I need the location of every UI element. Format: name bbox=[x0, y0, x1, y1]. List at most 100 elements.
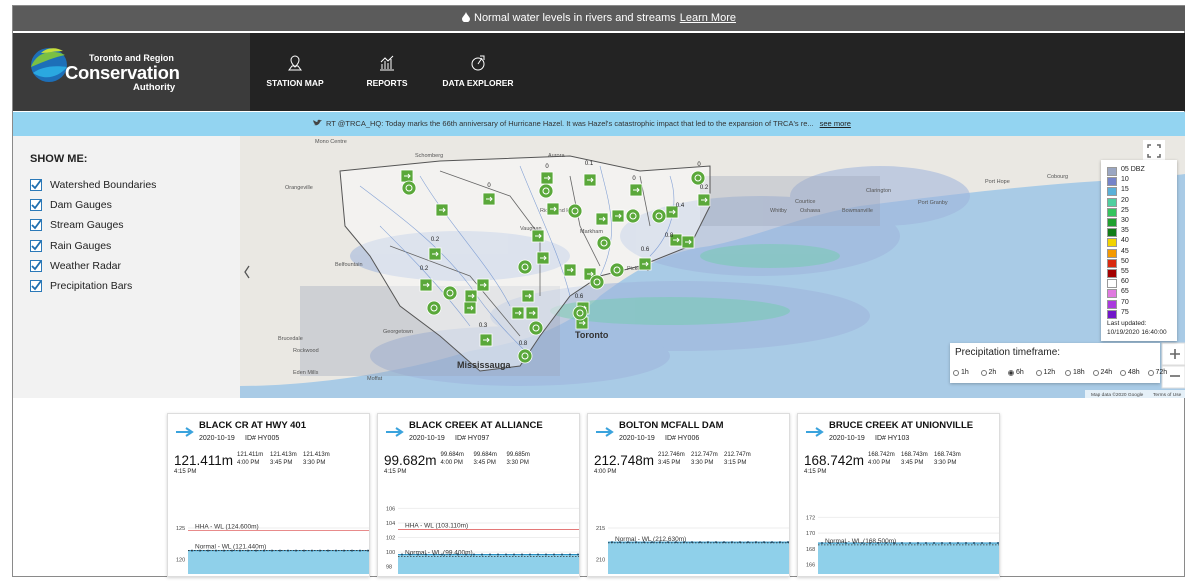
option-row[interactable]: Watershed Boundaries bbox=[30, 179, 156, 191]
gauge-marker[interactable] bbox=[629, 183, 643, 197]
precip-option[interactable]: 2h bbox=[980, 369, 996, 376]
history-time: 3:45 PM bbox=[270, 460, 293, 466]
y-tick-label: 104 bbox=[386, 521, 395, 527]
precip-option[interactable]: 18h bbox=[1065, 369, 1085, 376]
gauge-marker[interactable] bbox=[538, 183, 554, 199]
rain-gauge-icon bbox=[572, 305, 588, 321]
nav-label: REPORTS bbox=[366, 78, 408, 88]
history-level: 168.742m bbox=[868, 452, 895, 458]
nav-label: STATION MAP bbox=[266, 78, 324, 88]
gauge-marker[interactable] bbox=[609, 262, 625, 278]
gauge-marker[interactable] bbox=[464, 289, 478, 303]
place-label: Vaughan bbox=[520, 226, 542, 232]
gauge-marker[interactable] bbox=[690, 170, 706, 186]
reading-dot bbox=[465, 553, 467, 556]
gauge-marker[interactable] bbox=[400, 169, 414, 183]
gauge-marker[interactable] bbox=[638, 257, 652, 271]
nav-station-map[interactable]: STATION MAP bbox=[255, 55, 335, 88]
learn-more-link[interactable]: Learn More bbox=[679, 12, 736, 24]
gauge-marker[interactable] bbox=[401, 180, 417, 196]
precip-option[interactable]: 1h bbox=[953, 369, 969, 376]
gauge-marker[interactable] bbox=[596, 235, 612, 251]
gauge-marker[interactable] bbox=[426, 300, 442, 316]
rain-gauge-icon bbox=[651, 208, 667, 224]
zoom-button[interactable] bbox=[1161, 365, 1185, 389]
gauge-marker[interactable] bbox=[476, 278, 490, 292]
history-level: 212.746m bbox=[658, 452, 685, 458]
option-row[interactable]: Precipitation Bars bbox=[30, 280, 132, 292]
gauge-marker[interactable] bbox=[479, 333, 493, 347]
reading-dot bbox=[521, 553, 523, 556]
stream-gauge-arrow bbox=[540, 255, 547, 261]
gauge-marker[interactable] bbox=[536, 251, 550, 265]
gauge-marker[interactable] bbox=[583, 173, 597, 187]
rain-amount-label: 0.3 bbox=[479, 323, 488, 329]
gauge-marker[interactable] bbox=[665, 205, 679, 219]
option-row[interactable]: Dam Gauges bbox=[30, 199, 112, 212]
station-card[interactable]: BLACK CREEK AT ALLIANCE 2020-10-19 ID# HY0… bbox=[377, 413, 580, 577]
gauge-marker[interactable] bbox=[651, 208, 667, 224]
gauge-marker[interactable] bbox=[442, 285, 458, 301]
gauge-marker[interactable] bbox=[540, 171, 554, 185]
station-id: ID# HY006 bbox=[665, 435, 700, 442]
zoom-button[interactable] bbox=[1161, 342, 1185, 366]
rain-gauge-sun bbox=[542, 187, 550, 195]
gauge-marker[interactable] bbox=[563, 263, 577, 277]
rain-amount-label: 0.6 bbox=[641, 247, 650, 253]
gauge-marker[interactable] bbox=[517, 259, 533, 275]
gauge-marker[interactable] bbox=[589, 274, 605, 290]
gauge-marker[interactable] bbox=[482, 192, 496, 206]
gauge-marker[interactable] bbox=[567, 203, 583, 219]
precip-option[interactable]: 72h bbox=[1147, 369, 1167, 376]
gauge-marker[interactable] bbox=[511, 306, 525, 320]
stream-gauge-arrow bbox=[480, 282, 487, 288]
station-card[interactable]: BLACK CR AT HWY 401 2020-10-19 ID# HY005 12… bbox=[167, 413, 370, 577]
gauge-marker[interactable] bbox=[517, 348, 533, 364]
history-level: 212.747m bbox=[691, 452, 718, 458]
precip-option[interactable]: 6h bbox=[1008, 369, 1024, 376]
precip-option[interactable]: 12h bbox=[1035, 369, 1055, 376]
gauge-marker[interactable] bbox=[428, 247, 442, 261]
gauge-marker[interactable] bbox=[435, 203, 449, 217]
stream-gauge-arrow bbox=[567, 267, 574, 273]
station-card[interactable]: BOLTON MCFALL DAM 2020-10-19 ID# HY006 212.… bbox=[587, 413, 790, 577]
terms-link[interactable]: Terms of Use bbox=[1153, 392, 1182, 398]
place-label: Cobourg bbox=[1047, 174, 1068, 180]
gauge-marker[interactable] bbox=[528, 320, 544, 336]
option-row[interactable]: Rain Gauges bbox=[30, 239, 111, 252]
tweet-icon bbox=[313, 119, 326, 128]
history-time: 4:00 PM bbox=[868, 460, 891, 466]
stream-gauge-arrow bbox=[423, 282, 430, 288]
place-label: Orangeville bbox=[285, 185, 313, 191]
station-card[interactable]: BRUCE CREEK AT UNIONVILLE 2020-10-19 ID# H… bbox=[797, 413, 1000, 577]
nav-reports[interactable]: REPORTS bbox=[352, 55, 422, 88]
map[interactable]: Mono Centre Schomberg Aurora Orangeville Vau… bbox=[240, 136, 1185, 398]
level-chart: 210 215 Normal - WL (212.630m) bbox=[596, 526, 789, 574]
gauge-marker[interactable] bbox=[419, 278, 433, 292]
gauge-marker[interactable] bbox=[525, 306, 539, 320]
gauge-marker[interactable] bbox=[669, 233, 683, 247]
reading-dot bbox=[981, 541, 983, 544]
gauge-marker[interactable] bbox=[521, 289, 535, 303]
gauge-marker[interactable] bbox=[697, 193, 711, 207]
gauge-marker[interactable] bbox=[625, 208, 641, 224]
option-row[interactable]: Stream Gauges bbox=[30, 219, 124, 232]
nav-data-explorer[interactable]: DATA EXPLORER bbox=[438, 55, 518, 88]
see-more-link[interactable]: see more bbox=[819, 119, 851, 128]
gauge-marker[interactable] bbox=[595, 212, 609, 226]
station-name: BLACK CREEK AT ALLIANCE bbox=[409, 420, 543, 431]
gauge-marker[interactable] bbox=[546, 202, 560, 216]
reading-dot bbox=[553, 553, 555, 556]
gauge-marker[interactable] bbox=[531, 229, 545, 243]
rain-gauge-sun bbox=[576, 309, 584, 317]
option-row[interactable]: Weather Radar bbox=[30, 259, 121, 272]
precip-option[interactable]: 24h bbox=[1092, 369, 1112, 376]
logo[interactable]: Toronto and Region Conservation Authorit… bbox=[13, 33, 250, 111]
gauge-marker[interactable] bbox=[681, 235, 695, 249]
gauge-marker[interactable] bbox=[463, 301, 477, 315]
gauge-marker[interactable] bbox=[572, 305, 588, 321]
precip-option[interactable]: 48h bbox=[1120, 369, 1140, 376]
gauge-marker[interactable] bbox=[611, 209, 625, 223]
reading-dot bbox=[441, 553, 443, 556]
fullscreen-button[interactable] bbox=[1143, 140, 1165, 162]
